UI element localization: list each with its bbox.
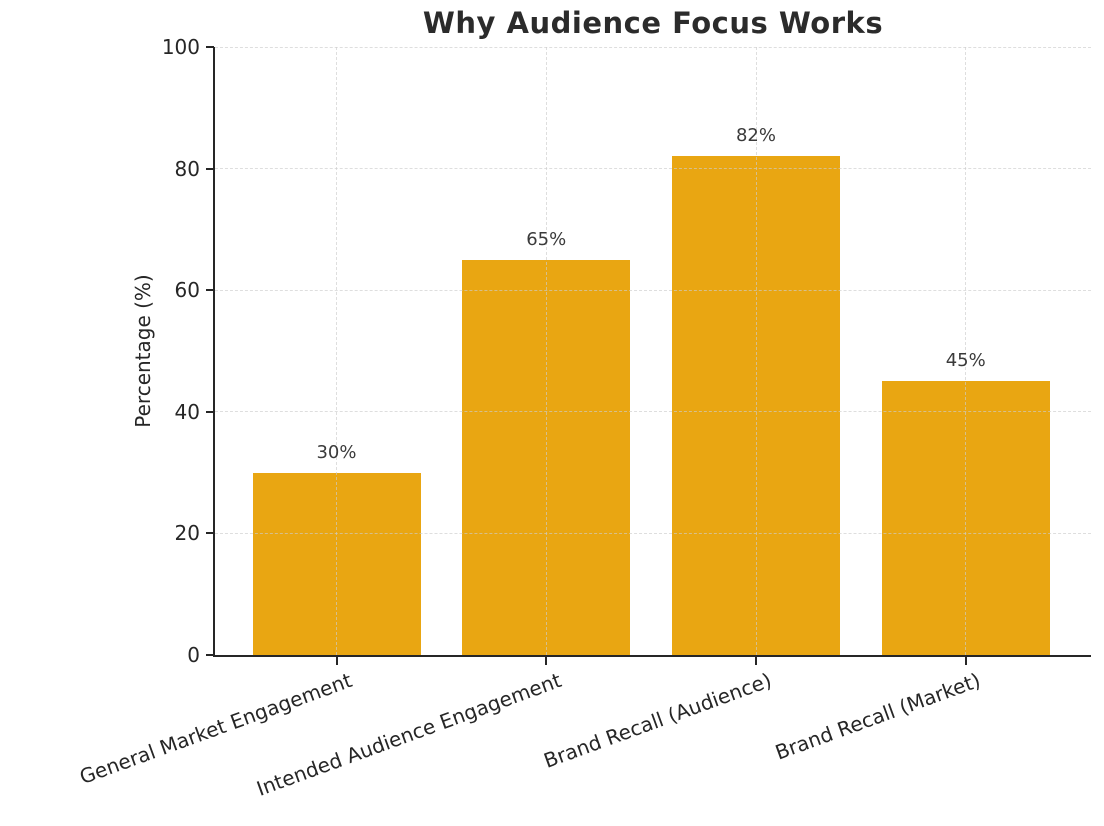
y-tick-mark	[206, 167, 214, 170]
bar-value-label: 30%	[316, 441, 357, 463]
y-tick-mark	[206, 46, 214, 48]
x-tick-mark	[545, 657, 548, 665]
y-axis-spine	[213, 47, 215, 657]
gridline-horizontal	[215, 168, 1091, 170]
chart-title: Why Audience Focus Works	[422, 6, 884, 40]
bar-value-label: 45%	[945, 350, 986, 372]
gridline-horizontal	[215, 46, 1091, 48]
y-tick-label: 100	[161, 35, 200, 59]
x-axis-spine	[213, 655, 1091, 657]
gridline-vertical	[755, 47, 757, 655]
x-tick-mark	[755, 657, 757, 665]
gridline-horizontal	[215, 532, 1091, 534]
x-tick-label: Brand Recall (Audience)	[540, 668, 775, 773]
y-tick-label: 20	[174, 521, 200, 546]
y-tick-label: 60	[174, 278, 200, 303]
y-tick-label: 80	[174, 156, 200, 181]
x-tick-label: Brand Recall (Market)	[772, 668, 984, 765]
y-tick-mark	[206, 654, 214, 656]
bar-value-label: 65%	[526, 228, 567, 250]
gridline-horizontal	[215, 411, 1091, 413]
y-tick-mark	[206, 410, 214, 413]
y-tick-label: 40	[174, 399, 200, 424]
x-tick-mark	[964, 657, 967, 665]
y-tick-label: 0	[187, 643, 200, 667]
y-tick-mark	[206, 532, 214, 535]
gridline-horizontal	[215, 289, 1091, 291]
x-tick-mark	[335, 657, 338, 665]
gridline-vertical	[965, 47, 967, 655]
gridline-vertical	[545, 47, 547, 655]
gridline-vertical	[336, 47, 337, 655]
y-tick-mark	[206, 289, 214, 292]
bar-value-label: 82%	[735, 125, 776, 147]
